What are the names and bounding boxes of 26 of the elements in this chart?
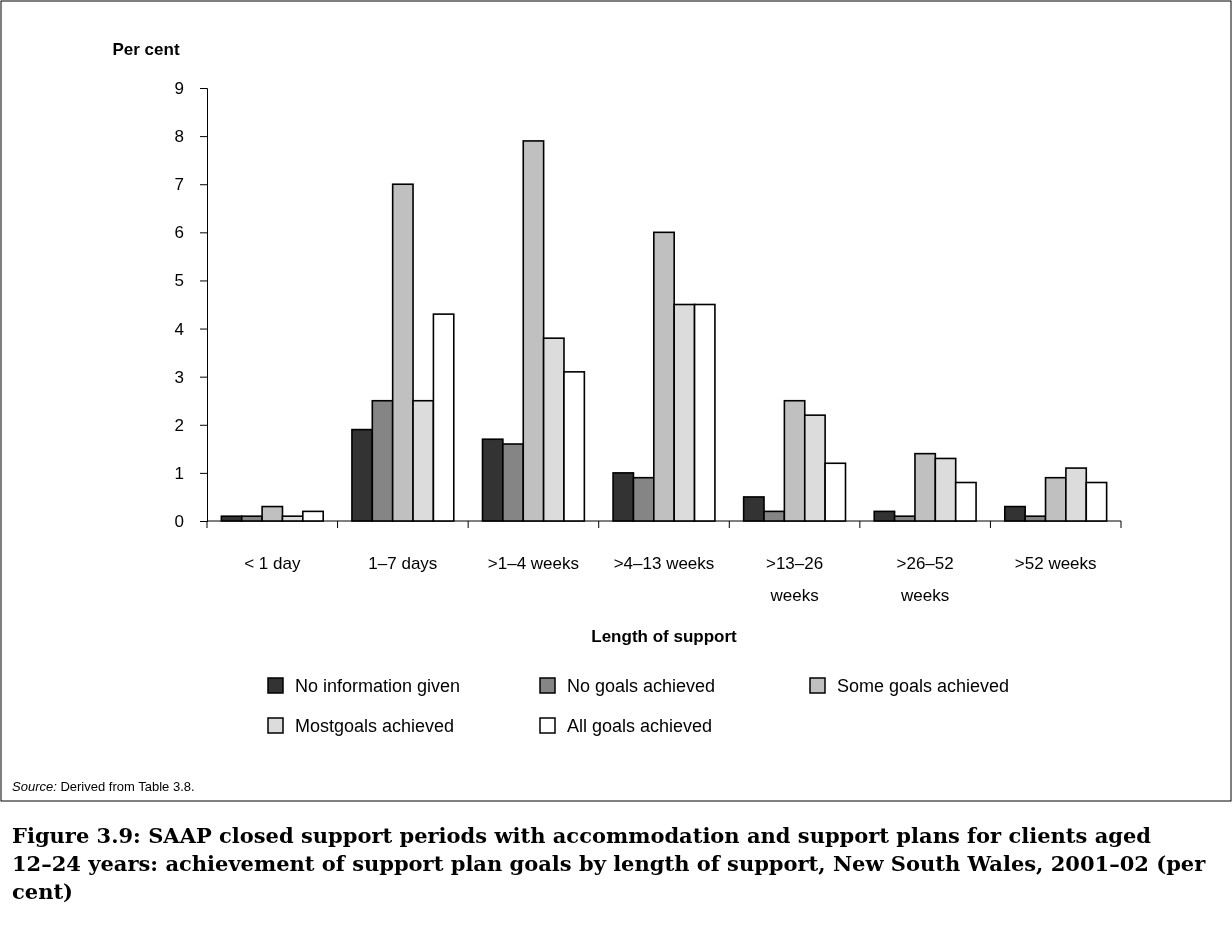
legend-label: Mostgoals achieved — [295, 716, 455, 736]
y-tick-label: 7 — [174, 175, 184, 195]
y-tick-label: 3 — [174, 367, 184, 387]
x-tick-label: >13–26 weeks — [765, 554, 824, 605]
y-tick-label: 6 — [174, 223, 184, 243]
x-tick-label: >4–13 weeks — [613, 554, 715, 573]
x-tick-label: >1–4 weeks — [487, 554, 580, 573]
legend-label: No information given — [295, 676, 461, 696]
y-tick-label: 0 — [174, 511, 184, 531]
y-tick-label: 9 — [174, 78, 184, 98]
x-tick-label: 1–7 days — [368, 554, 438, 573]
legend-label: Some goals achieved — [837, 676, 1010, 696]
legend-label: No goals achieved — [567, 676, 716, 696]
y-tick-label: 8 — [174, 127, 184, 147]
y-tick-label: 1 — [174, 463, 184, 483]
text: Figure 3.9: SAAP closed support periods with accommodation and support plans for clients aged 12–24 years: achievement of support plan goals by length of support, New South Wales, 2001–02 (per cent) — [12, 823, 1207, 904]
x-tick-label: < 1 day — [244, 554, 301, 573]
y-tick-label: 2 — [174, 415, 184, 435]
y-tick-label: 4 — [174, 319, 184, 339]
y-axis-title: Per cent — [112, 40, 180, 59]
source-note: Source: Derived from Table 3.8. — [12, 779, 195, 794]
x-tick-label: >26–52 weeks — [896, 554, 954, 605]
y-tick-label: 5 — [174, 271, 184, 291]
x-axis-title: Length of support — [591, 627, 738, 646]
legend-label: All goals achieved — [567, 716, 713, 736]
x-tick-label: >52 weeks — [1014, 554, 1097, 573]
